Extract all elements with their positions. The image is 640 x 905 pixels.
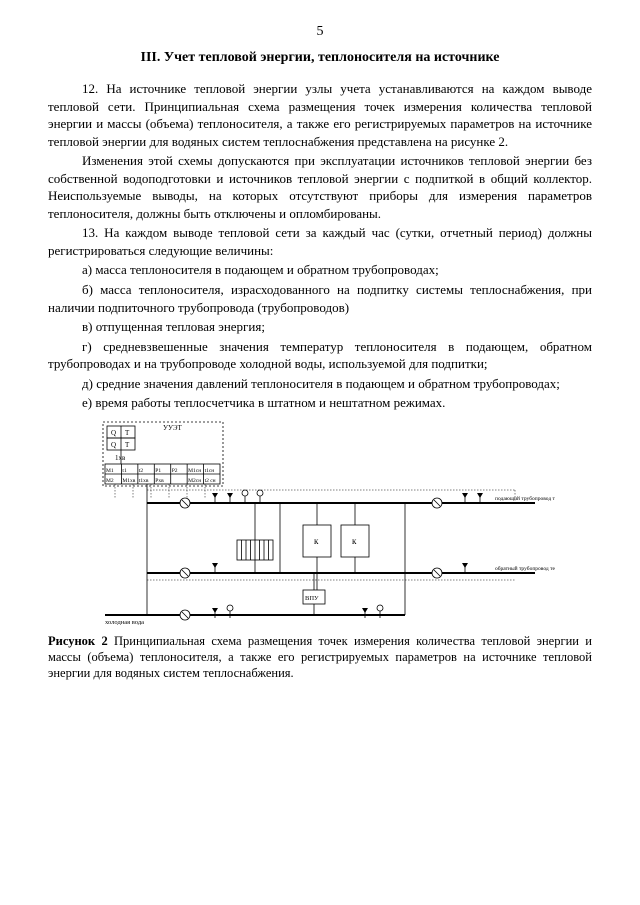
svg-text:M2сн: M2сн: [188, 478, 201, 484]
schematic-diagram-icon: Q T Q T УУЭТ 1хвM1 t1 t2 P1 P2 M1сн t1сн M2 M1хв t1хв P…: [85, 420, 555, 625]
paragraph-12b: Изменения этой схемы допускаются при экс…: [48, 152, 592, 222]
figure-caption: Рисунок 2 Принципиальная схема размещени…: [48, 633, 592, 682]
svg-text:T: T: [125, 429, 130, 437]
svg-text:ВПУ: ВПУ: [305, 595, 319, 602]
svg-text:к: к: [314, 536, 319, 546]
list-item-e: д) средние значения давлений теплоносите…: [48, 375, 592, 393]
svg-text:Q: Q: [111, 441, 116, 449]
list-item-c: в) отпущенная тепловая энергия;: [48, 318, 592, 336]
svg-text:P2: P2: [172, 468, 178, 474]
svg-text:t1хв: t1хв: [139, 478, 149, 484]
svg-text:подающий трубопровод теплосети: подающий трубопровод теплосети: [495, 495, 555, 502]
svg-text:t2 сн: t2 сн: [205, 478, 216, 484]
svg-text:Pхв: Pхв: [155, 478, 164, 484]
section-title: III. Учет тепловой энергии, теплоносител…: [48, 50, 592, 66]
figure-caption-lead: Рисунок 2: [48, 634, 108, 648]
page-number: 5: [48, 24, 592, 40]
svg-text:P1: P1: [155, 468, 161, 474]
svg-text:M2: M2: [106, 478, 114, 484]
svg-text:УУЭТ: УУЭТ: [163, 424, 182, 432]
svg-text:T: T: [125, 441, 130, 449]
list-item-b: б) масса теплоносителя, израсходованного…: [48, 281, 592, 316]
document-page: 5 III. Учет тепловой энергии, теплоносит…: [0, 0, 640, 905]
svg-text:M1хв: M1хв: [122, 478, 135, 484]
paragraph-13: 13. На каждом выводе тепловой сети за ка…: [48, 224, 592, 259]
svg-text:M1: M1: [106, 468, 114, 474]
diagram-figure: Q T Q T УУЭТ 1хвM1 t1 t2 P1 P2 M1сн t1сн M2 M1хв t1хв P…: [48, 420, 592, 625]
list-item-f: е) время работы теплосчетчика в штатном …: [48, 394, 592, 412]
list-item-d: г) средневзвешенные значения температур …: [48, 338, 592, 373]
svg-text:1хв: 1хв: [115, 454, 126, 462]
svg-text:холодная вода: холодная вода: [105, 619, 144, 625]
svg-text:t2: t2: [139, 468, 144, 474]
svg-text:t1: t1: [122, 468, 127, 474]
svg-text:t1сн: t1сн: [205, 468, 215, 474]
svg-text:M1сн: M1сн: [188, 468, 201, 474]
svg-text:обратный трубопровод теплосети: обратный трубопровод теплосети: [495, 565, 555, 572]
paragraph-12: 12. На источнике тепловой энергии узлы у…: [48, 80, 592, 150]
svg-text:Q: Q: [111, 429, 116, 437]
svg-text:к: к: [352, 536, 357, 546]
figure-caption-text: Принципиальная схема размещения точек из…: [48, 634, 592, 681]
list-item-a: а) масса теплоносителя в подающем и обра…: [48, 261, 592, 279]
